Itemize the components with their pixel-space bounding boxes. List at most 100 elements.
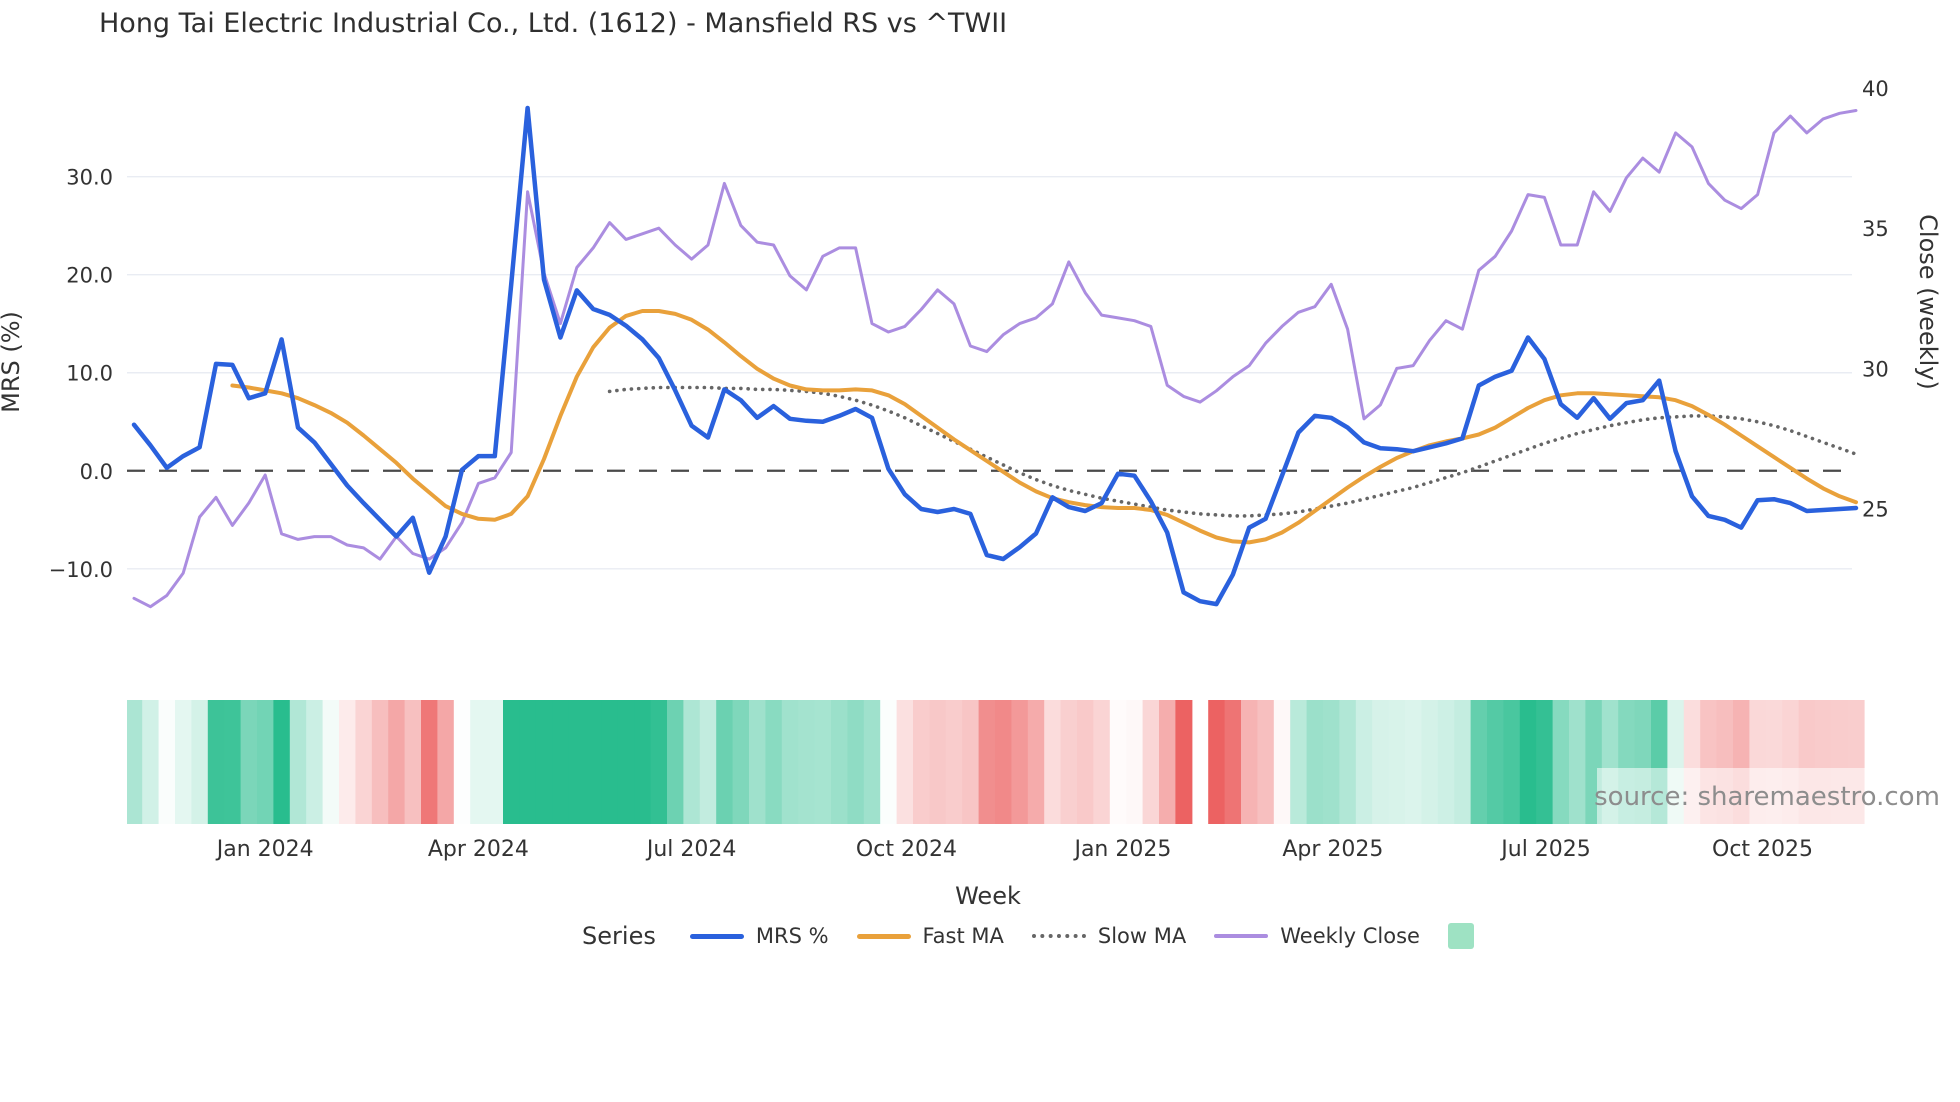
heatmap-cell [1503, 700, 1521, 824]
heatmap-cell [437, 700, 455, 824]
heatmap-cell [749, 700, 766, 824]
heatmap-cell [1159, 700, 1176, 824]
heatmap-cell [486, 700, 504, 824]
watermark-text: source: sharemaestro.com [1594, 782, 1940, 812]
heatmap-cell [1536, 700, 1554, 824]
heatmap-cell [1060, 700, 1078, 824]
legend-label: Weekly Close [1280, 924, 1420, 948]
heatmap-cell [1142, 700, 1160, 824]
heatmap-cell [388, 700, 406, 824]
heatmap-cell [158, 700, 176, 824]
heatmap-cell [732, 700, 750, 824]
heatmap-cell [617, 700, 635, 824]
heatmap-cell [552, 700, 570, 824]
series-line-mrs- [131, 105, 1859, 607]
heatmap-cell [798, 700, 816, 824]
legend-item-heatmap[interactable] [1447, 923, 1474, 949]
heatmap-cell [995, 700, 1012, 824]
heatmap-cell [207, 700, 225, 824]
heatmap-cell [1273, 700, 1291, 824]
heatmap-cell [519, 700, 537, 824]
heatmap-cell [1437, 700, 1455, 824]
heatmap-cell [1093, 700, 1111, 824]
legend-item-fast-ma[interactable]: Fast MA [856, 924, 1004, 948]
heatmap-cell [634, 700, 652, 824]
legend: Series MRS % Fast MA Slow MA Weekly Close [0, 922, 1960, 950]
heatmap-cell [1077, 700, 1094, 824]
heatmap-cell [683, 700, 701, 824]
x-tick: Jul 2025 [1499, 837, 1591, 862]
heatmap-cell [913, 700, 930, 824]
x-axis-title: Week [955, 882, 1021, 910]
heatmap-cell [1323, 700, 1340, 824]
heatmap-cell [1552, 700, 1570, 824]
heatmap-cell [1487, 700, 1504, 824]
heatmap-cell [1372, 700, 1390, 824]
heatmap-cell [1224, 700, 1242, 824]
legend-label: Fast MA [922, 924, 1004, 948]
legend-item-mrs-[interactable]: MRS % [689, 924, 829, 948]
heatmap-cell [127, 700, 143, 824]
heatmap-cell [1241, 700, 1258, 824]
heatmap-cell [716, 700, 734, 824]
y-tick-right: 30 [1862, 357, 1889, 381]
heatmap-cell [765, 700, 783, 824]
x-tick: Apr 2025 [1282, 837, 1383, 862]
heatmap-cell [322, 700, 340, 824]
legend-item-weekly-close[interactable]: Weekly Close [1214, 924, 1420, 948]
x-tick: Oct 2025 [1712, 837, 1813, 862]
x-tick: Oct 2024 [856, 837, 957, 862]
heatmap-cell [240, 700, 258, 824]
heatmap-cell [1569, 700, 1586, 824]
heatmap-cell [1355, 700, 1373, 824]
y-tick-right: 40 [1862, 77, 1889, 101]
heatmap-cell [339, 700, 356, 824]
heatmap-cell [1011, 700, 1029, 824]
legend-item-slow-ma[interactable]: Slow MA [1031, 924, 1187, 948]
heatmap-cell [1044, 700, 1062, 824]
heatmap-cell [535, 700, 553, 824]
heatmap-cell [421, 700, 438, 824]
heatmap-cell [503, 700, 520, 824]
heatmap-cell [371, 700, 389, 824]
y-tick-left: 10.0 [66, 362, 113, 386]
y-tick-left: 30.0 [66, 166, 113, 190]
heatmap-cell [929, 700, 947, 824]
heatmap-cell [896, 700, 914, 824]
heatmap-cell [1421, 700, 1439, 824]
heatmap-cell [1175, 700, 1193, 824]
heatmap-cell [601, 700, 619, 824]
heatmap-cell [224, 700, 242, 824]
heatmap-cell [831, 700, 848, 824]
heatmap-cell [1257, 700, 1275, 824]
heatmap-cell [355, 700, 373, 824]
heatmap-cell [847, 700, 865, 824]
heatmap-cell [880, 700, 898, 824]
line-swatch-icon [1031, 934, 1086, 938]
legend-label: Slow MA [1097, 924, 1187, 948]
heatmap-cell [568, 700, 586, 824]
x-tick: Apr 2024 [428, 837, 529, 862]
x-tick: Jul 2024 [645, 837, 737, 862]
heatmap-cell [1470, 700, 1488, 824]
heatmap-cell [175, 700, 192, 824]
heatmap-cell [650, 700, 668, 824]
y-axis-title-left: MRS (%) [0, 311, 25, 413]
y-axis-title-right: Close (weekly) [1914, 214, 1942, 390]
legend-label: MRS % [755, 924, 829, 948]
chart-title: Hong Tai Electric Industrial Co., Ltd. (… [99, 8, 1008, 39]
heatmap-cell [404, 700, 422, 824]
heatmap-cell [978, 700, 996, 824]
heatmap-cell [257, 700, 274, 824]
heatmap-cell [1208, 700, 1226, 824]
heatmap-cell [142, 700, 160, 824]
heatmap-cell [667, 700, 684, 824]
y-tick-left: −10.0 [49, 558, 113, 582]
legend-title: Series [582, 922, 656, 950]
heatmap-cell [1027, 700, 1045, 824]
heatmap-cell [1519, 700, 1537, 824]
heatmap-cell [191, 700, 209, 824]
heatmap-cell [1388, 700, 1406, 824]
x-tick: Jan 2025 [1072, 837, 1171, 862]
